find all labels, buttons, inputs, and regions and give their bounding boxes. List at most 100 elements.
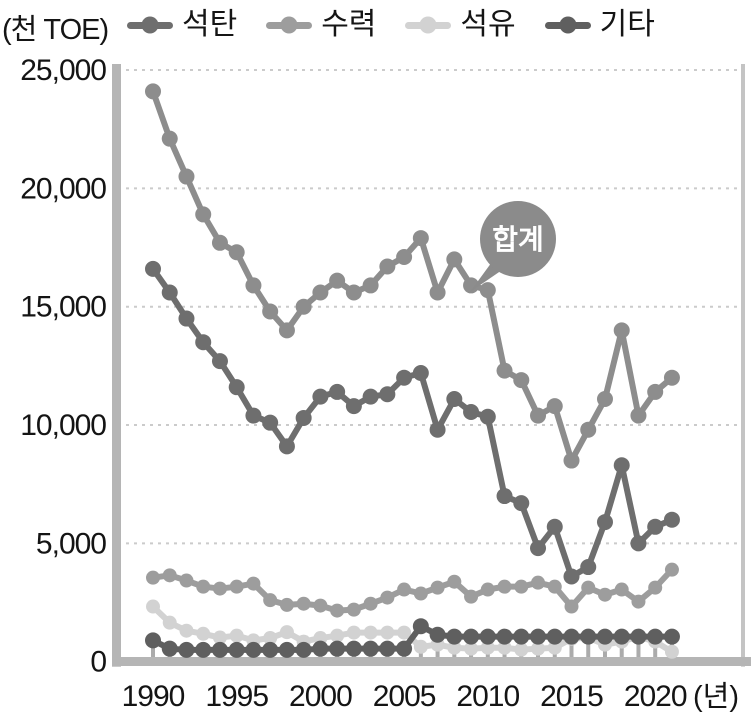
series-other-point xyxy=(546,628,563,645)
series-total-point xyxy=(647,383,664,400)
series-oil-point xyxy=(380,625,395,640)
series-coal-point xyxy=(329,383,346,400)
series-other-point xyxy=(530,628,547,645)
series-total-point xyxy=(479,282,496,299)
series-other-point xyxy=(295,641,312,658)
series-coal-point xyxy=(178,310,195,327)
series-total-point xyxy=(345,284,362,301)
legend-marker-oil-icon xyxy=(405,16,452,34)
series-oil-point xyxy=(212,630,227,645)
series-oil-point xyxy=(531,641,546,656)
series-coal-point xyxy=(647,518,664,535)
series-total-point xyxy=(211,234,228,251)
series-other-point xyxy=(211,641,228,658)
series-coal-point xyxy=(596,514,613,531)
series-total-point xyxy=(362,277,379,294)
series-hydro-point xyxy=(246,576,261,591)
series-coal-point xyxy=(530,540,547,557)
series-total-point xyxy=(613,322,630,339)
series-oil-point xyxy=(480,640,495,655)
series-other-point xyxy=(278,641,295,658)
series-oil-point xyxy=(196,626,211,641)
series-hydro-point xyxy=(380,590,395,605)
series-hydro-point xyxy=(397,582,412,597)
series-other-point xyxy=(312,640,329,657)
legend-item-coal: 석탄 xyxy=(127,10,237,40)
series-hydro-point xyxy=(664,562,679,577)
series-other-point xyxy=(613,628,630,645)
series-oil-point xyxy=(514,642,529,657)
series-coal-point xyxy=(630,535,647,552)
series-total-point xyxy=(262,303,279,320)
series-coal-point xyxy=(563,568,580,585)
series-hydro-point xyxy=(363,596,378,611)
series-other-point xyxy=(630,628,647,645)
series-hydro-point xyxy=(497,579,512,594)
series-hydro-point xyxy=(447,574,462,589)
series-oil-point xyxy=(447,640,462,655)
series-oil-point xyxy=(497,640,512,655)
series-total-point xyxy=(596,391,613,408)
series-coal-point xyxy=(463,404,480,421)
series-other-point xyxy=(446,628,463,645)
series-other-point xyxy=(580,628,597,645)
series-coal-point xyxy=(546,518,563,535)
series-other-point xyxy=(345,640,362,657)
series-hydro-point xyxy=(346,602,361,617)
series-coal-point xyxy=(396,369,413,386)
series-total-point xyxy=(161,130,178,147)
series-total-point xyxy=(463,277,480,294)
series-coal-point xyxy=(345,398,362,415)
series-coal-line xyxy=(145,260,680,585)
series-total-point xyxy=(496,362,513,379)
series-hydro-point xyxy=(279,597,294,612)
series-other-point xyxy=(429,626,446,643)
series-other-point xyxy=(496,628,513,645)
series-other-point xyxy=(228,641,245,658)
series-total-point xyxy=(513,372,530,389)
plot-right-border xyxy=(741,64,745,667)
series-other-line xyxy=(145,618,680,658)
y-tick-label: 10,000 xyxy=(20,409,106,442)
legend-dot-coal-icon xyxy=(141,16,159,34)
series-other-point xyxy=(647,628,664,645)
series-hydro-point xyxy=(531,575,546,590)
series-hydro-point xyxy=(313,598,328,613)
series-total-line xyxy=(145,83,680,469)
series-oil-point xyxy=(664,644,679,659)
legend-label-other: 기타 xyxy=(599,8,655,41)
series-coal-point xyxy=(262,414,279,431)
series-hydro-point xyxy=(597,587,612,602)
series-other-point xyxy=(479,628,496,645)
series-other-point xyxy=(663,628,680,645)
series-other-point xyxy=(178,641,195,658)
legend-label-oil: 석유 xyxy=(460,8,516,41)
legend-marker-coal-icon xyxy=(127,16,173,34)
series-oil-point xyxy=(547,640,562,655)
y-tick-label: 20,000 xyxy=(20,172,106,205)
series-total-point xyxy=(546,398,563,415)
series-hydro-point xyxy=(480,582,495,597)
x-tick-label: 2020 xyxy=(624,680,687,713)
series-hydro-point xyxy=(648,580,663,595)
x-tick-label: 1995 xyxy=(205,680,268,713)
y-tick-label: 5,000 xyxy=(36,527,106,560)
series-hydro-point xyxy=(296,596,311,611)
series-other-point xyxy=(329,640,346,657)
series-oil-point xyxy=(229,628,244,643)
legend-dot-oil-icon xyxy=(419,16,437,34)
series-total-point xyxy=(178,168,195,185)
total-callout-bubble: 합계 xyxy=(470,201,556,292)
x-tick-label: 1990 xyxy=(122,680,185,713)
x-tick-label: 2015 xyxy=(540,680,603,713)
series-coal-point xyxy=(580,559,597,576)
x-axis xyxy=(112,657,751,666)
series-hydro-point xyxy=(514,579,529,594)
callout-circle xyxy=(480,201,556,277)
series-hydro-point xyxy=(263,593,278,608)
series-other-point xyxy=(563,628,580,645)
y-tick-label: 25,000 xyxy=(20,54,106,87)
series-total-path xyxy=(150,90,674,464)
series-coal-point xyxy=(312,388,329,405)
series-total-point xyxy=(563,452,580,469)
